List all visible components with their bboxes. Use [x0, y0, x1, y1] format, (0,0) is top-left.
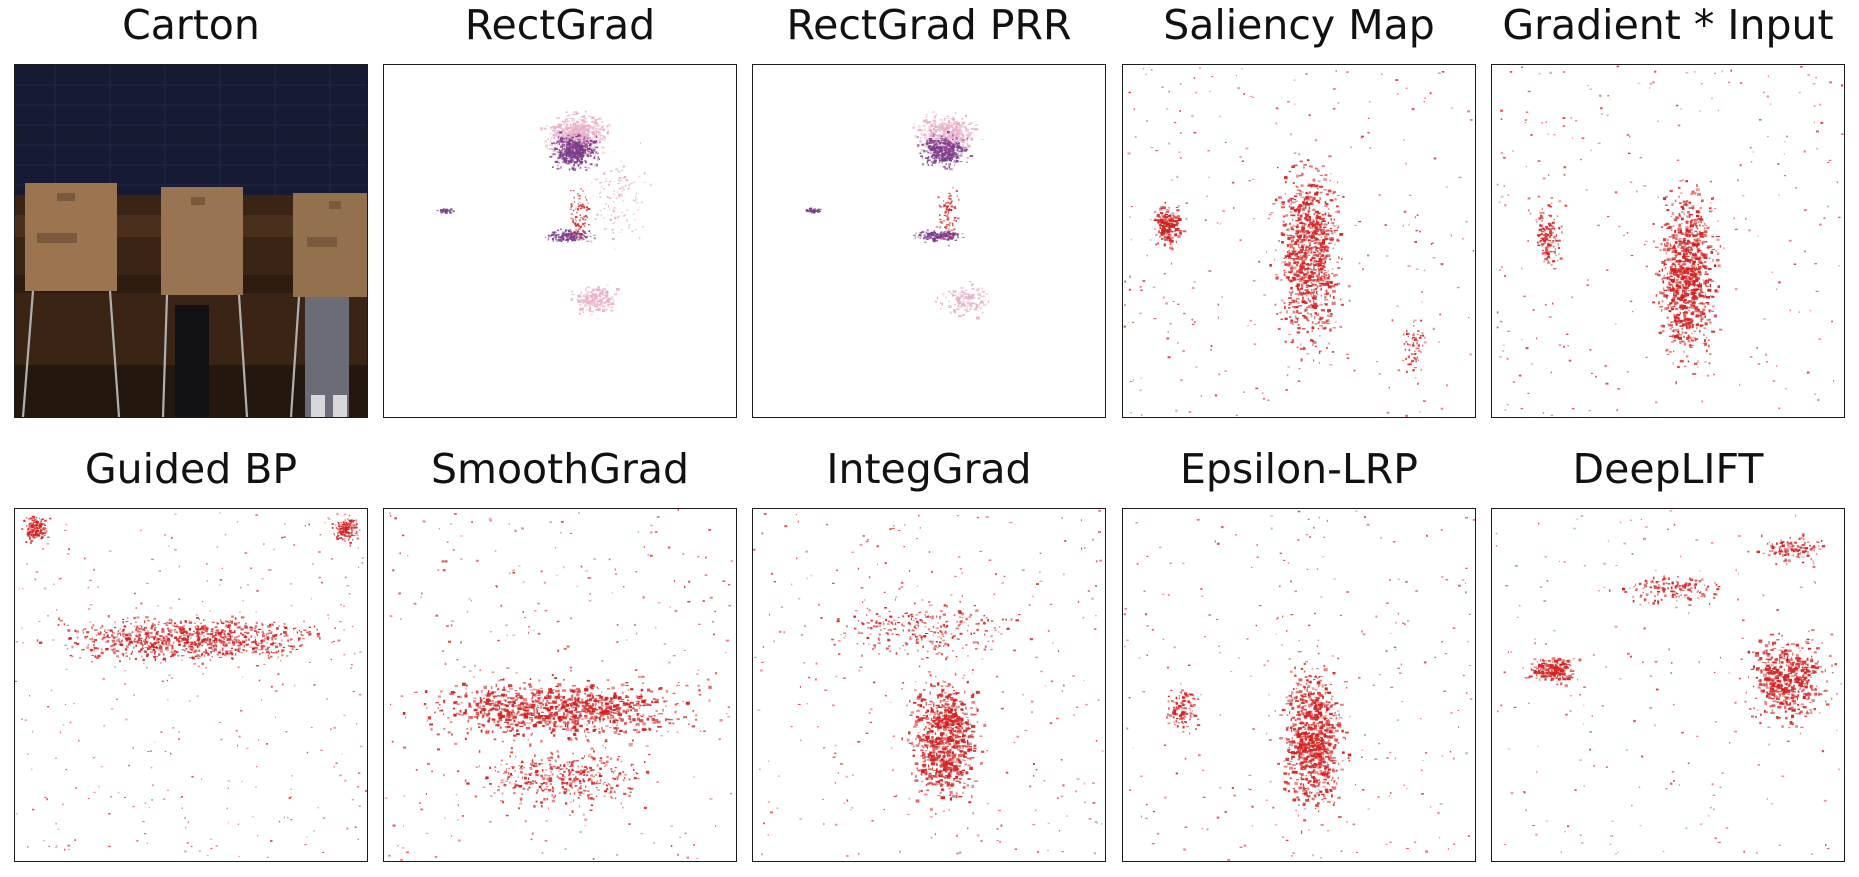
integgrad-map: [753, 509, 1104, 857]
attribution-map: [1491, 64, 1845, 418]
panel-title: RectGrad: [464, 1, 656, 49]
panel-title: Epsilon-LRP: [1180, 445, 1418, 493]
panel-title: Guided BP: [84, 445, 298, 493]
epsilon-lrp-map: [1123, 510, 1475, 861]
panel-title: IntegGrad: [826, 445, 1032, 493]
attribution-map: [1491, 508, 1845, 862]
guided-bp-map: [15, 512, 367, 858]
attribution-map: [383, 508, 737, 862]
panel-title: Carton: [122, 1, 260, 49]
attribution-map: [14, 508, 368, 862]
rectgrad-map: [436, 110, 652, 320]
attribution-map: [1122, 508, 1476, 862]
attribution-map: [1122, 64, 1476, 418]
panel-title: SmoothGrad: [431, 445, 689, 493]
panel-title: Saliency Map: [1163, 1, 1435, 49]
smoothgrad-map: [384, 509, 733, 861]
deeplift-map: [1495, 510, 1842, 855]
gradient-input-map: [1496, 65, 1844, 416]
attribution-map: [752, 508, 1106, 862]
attribution-map: [752, 64, 1106, 418]
photo-svg: [15, 65, 367, 417]
rectgrad-prr-map: [805, 111, 990, 320]
input-photo: [14, 64, 368, 418]
saliency-map: [1123, 67, 1475, 417]
panel-title: DeepLIFT: [1572, 445, 1764, 493]
attribution-map: [383, 64, 737, 418]
panel-title: Gradient * Input: [1502, 1, 1834, 49]
panel-title: RectGrad PRR: [786, 1, 1072, 49]
